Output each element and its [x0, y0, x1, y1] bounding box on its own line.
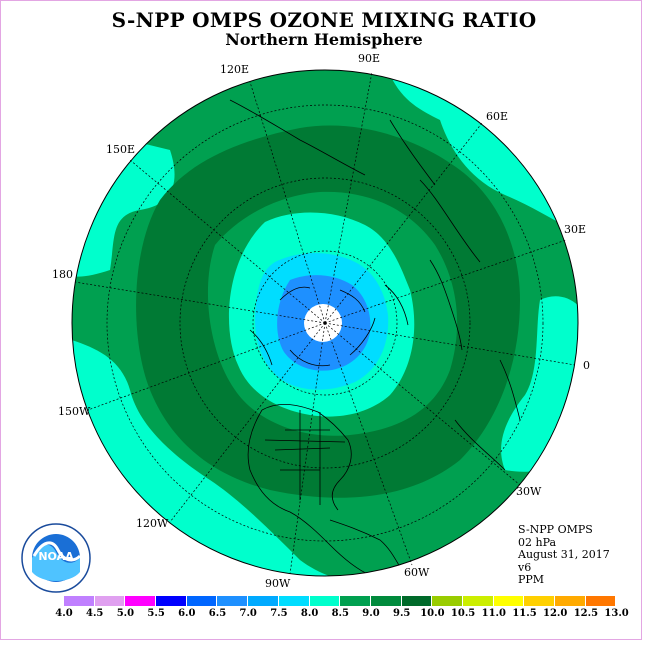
- lon-label-30e: 30E: [564, 223, 587, 236]
- map-title: S-NPP OMPS OZONE MIXING RATIO: [111, 8, 537, 32]
- legend-tick-label: 4.5: [85, 608, 104, 619]
- legend-swatch: [524, 596, 555, 606]
- lon-label-180: 180: [52, 268, 73, 281]
- lon-label-120w: 120W: [136, 517, 169, 530]
- legend-tick-label: 8.5: [331, 608, 349, 619]
- legend-tick-label: 7.5: [270, 608, 288, 619]
- legend-swatch: [217, 596, 249, 606]
- legend-swatch: [340, 596, 371, 606]
- graticule: [74, 71, 576, 575]
- legend-tick-label: 9.0: [362, 608, 380, 619]
- legend-swatch: [248, 596, 279, 606]
- legend-tick-label: 11.5: [512, 608, 537, 619]
- legend-tick-label: 6.0: [178, 608, 196, 619]
- map-boundary: [71, 69, 579, 577]
- legend-swatch: [94, 596, 126, 606]
- legend-tick-label: 10.5: [450, 608, 476, 619]
- lon-label-0: 0: [583, 359, 590, 372]
- legend-tick-label: 12.0: [543, 608, 568, 619]
- legend-tick-label: 9.5: [392, 608, 411, 619]
- noaa-logo-text: NOAA: [38, 550, 74, 563]
- info-instrument: S-NPP OMPS: [518, 523, 593, 536]
- legend-swatch: [555, 596, 586, 606]
- info-level: 02 hPa: [518, 535, 557, 549]
- noaa-logo: NOAA: [21, 523, 91, 593]
- lon-label-150e: 150E: [106, 143, 136, 156]
- legend-tick-label: 5.0: [116, 608, 135, 619]
- legend-swatch: [64, 596, 95, 606]
- legend-swatch: [186, 596, 218, 606]
- color-legend-bar: [64, 596, 617, 606]
- lon-label-120e: 120E: [220, 63, 250, 76]
- legend-swatch: [432, 596, 463, 606]
- legend-tick-label: 10.0: [420, 608, 445, 619]
- info-date: August 31, 2017: [518, 548, 610, 562]
- legend-swatch: [309, 596, 341, 606]
- legend-swatch: [278, 596, 310, 606]
- legend-swatch: [370, 596, 402, 606]
- legend-tick-label: 8.0: [300, 608, 319, 619]
- lon-label-60w: 60W: [404, 566, 430, 579]
- cyan-lobe-northeast: [388, 70, 578, 240]
- legend-swatch: [585, 596, 617, 606]
- legend-swatch: [156, 596, 187, 606]
- lon-label-30w: 30W: [516, 485, 542, 498]
- legend-swatch: [125, 596, 157, 606]
- legend-tick-label: 4.0: [55, 608, 73, 619]
- info-block: S-NPP OMPS 02 hPa August 31, 2017 v6 PPM: [518, 523, 610, 587]
- map-subtitle: Northern Hemisphere: [225, 30, 423, 49]
- info-version: v6: [518, 560, 532, 574]
- lon-label-90e: 90E: [358, 52, 381, 65]
- legend-tick-label: 13.0: [604, 608, 629, 619]
- legend-tick-label: 6.5: [208, 608, 227, 619]
- coastlines: [229, 99, 521, 576]
- lon-label-60e: 60E: [486, 110, 509, 123]
- color-legend-labels: 4.0 4.5 5.0 5.5 6.0 6.5 7.0 7.5 8.0 8.5 9.0 9.5 10.0…: [0, 608, 648, 622]
- legend-tick-label: 12.5: [573, 608, 599, 619]
- lon-label-150w: 150W: [58, 405, 91, 418]
- legend-tick-label: 7.0: [239, 608, 257, 619]
- legend-swatch: [401, 596, 433, 606]
- legend-tick-label: 11.0: [481, 608, 506, 619]
- legend-swatch: [493, 596, 525, 606]
- legend-tick-label: 5.5: [147, 608, 165, 619]
- lon-label-90w: 90W: [265, 577, 291, 590]
- info-units: PPM: [518, 573, 545, 587]
- legend-swatch: [462, 596, 494, 606]
